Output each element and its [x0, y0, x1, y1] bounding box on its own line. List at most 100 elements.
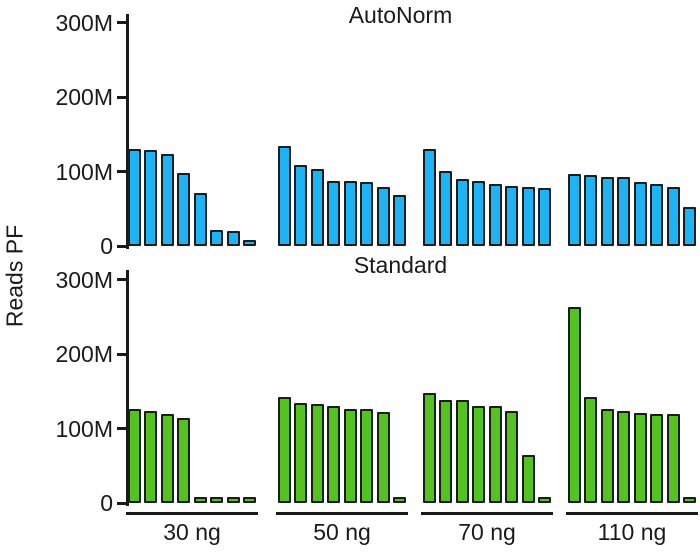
bar	[650, 184, 664, 246]
y-tick-mark-autonorm	[117, 244, 126, 248]
bar	[310, 169, 324, 246]
bar	[294, 403, 308, 503]
bar	[472, 406, 486, 503]
y-axis-line-autonorm	[126, 14, 129, 249]
bar	[144, 411, 158, 503]
y-tick-label-autonorm: 200M	[55, 84, 113, 111]
bar	[360, 182, 374, 246]
bar	[423, 393, 436, 503]
bar	[210, 497, 224, 503]
bar	[455, 179, 469, 246]
bar	[226, 497, 240, 503]
y-tick-label-standard: 300M	[55, 266, 113, 293]
y-tick-label-standard: 100M	[55, 415, 113, 442]
bar	[376, 412, 390, 503]
x-axis-group-line	[566, 512, 698, 515]
bar	[423, 149, 436, 246]
bar	[193, 497, 207, 503]
bar	[439, 400, 453, 503]
bar	[488, 406, 502, 503]
bar	[617, 177, 631, 246]
bar	[128, 149, 141, 246]
bar	[666, 187, 680, 246]
bar	[584, 397, 598, 503]
bar	[210, 230, 224, 246]
y-tick-mark-standard	[117, 352, 126, 356]
x-axis-label: 30 ng	[163, 519, 221, 545]
panel-title-autonorm: AutoNorm	[348, 2, 453, 28]
x-axis-label: 110 ng	[597, 519, 667, 545]
bar-group-standard-110ng	[568, 288, 696, 503]
bar	[600, 409, 614, 503]
bar	[327, 406, 341, 503]
bar	[392, 497, 406, 503]
bar	[682, 497, 696, 503]
y-tick-mark-standard	[117, 427, 126, 431]
bar	[472, 181, 486, 246]
bar	[242, 497, 256, 503]
y-tick-mark-autonorm	[117, 21, 126, 25]
bar	[537, 497, 551, 503]
bar	[343, 409, 357, 503]
bar	[310, 404, 324, 503]
y-tick-label-standard: 0	[100, 490, 113, 516]
bar	[584, 175, 598, 246]
bar	[439, 171, 453, 246]
bar-group-autonorm-110ng	[568, 31, 696, 246]
bar	[505, 186, 519, 246]
bar	[160, 154, 174, 246]
bar	[327, 181, 341, 246]
bar	[633, 182, 647, 246]
bar	[568, 174, 581, 246]
bar	[294, 165, 308, 246]
bar	[682, 207, 696, 246]
y-tick-mark-autonorm	[117, 95, 126, 99]
y-axis-line-standard	[126, 270, 129, 506]
x-axis-group-line	[276, 512, 408, 515]
bar	[193, 193, 207, 246]
bar	[360, 409, 374, 503]
bar	[376, 187, 390, 246]
x-axis-label: 70 ng	[458, 519, 516, 545]
bar-group-autonorm-50ng	[278, 31, 406, 246]
bar	[666, 414, 680, 503]
bar-group-standard-30ng	[128, 288, 256, 503]
y-tick-mark-standard	[117, 278, 126, 282]
bar	[505, 411, 519, 503]
bar	[128, 409, 141, 503]
bar	[568, 307, 581, 503]
bar	[160, 414, 174, 503]
panel-title-standard: Standard	[353, 252, 448, 278]
bar	[600, 177, 614, 246]
bar	[144, 150, 158, 246]
bar	[278, 146, 291, 246]
bar	[392, 195, 406, 246]
x-axis-group-line	[421, 512, 553, 515]
bar	[343, 181, 357, 246]
y-tick-label-autonorm: 100M	[55, 158, 113, 185]
x-axis-group-line	[126, 512, 258, 515]
bar	[521, 455, 535, 503]
bar	[177, 173, 191, 246]
bar	[177, 418, 191, 503]
bar	[278, 397, 291, 503]
y-tick-mark-standard	[117, 501, 126, 505]
bar	[650, 414, 664, 503]
bar	[633, 413, 647, 503]
bar	[242, 240, 256, 246]
y-tick-label-autonorm: 0	[100, 233, 113, 259]
bar-group-autonorm-30ng	[128, 31, 256, 246]
bar	[455, 400, 469, 503]
bar	[521, 187, 535, 246]
bar	[488, 184, 502, 246]
y-tick-label-standard: 200M	[55, 341, 113, 368]
y-tick-label-autonorm: 300M	[55, 9, 113, 36]
bar	[617, 411, 631, 503]
x-axis-label: 50 ng	[313, 519, 371, 545]
bar-group-standard-70ng	[423, 288, 551, 503]
bar	[226, 231, 240, 246]
y-tick-mark-autonorm	[117, 170, 126, 174]
bar	[537, 188, 551, 246]
bar-group-autonorm-70ng	[423, 31, 551, 246]
